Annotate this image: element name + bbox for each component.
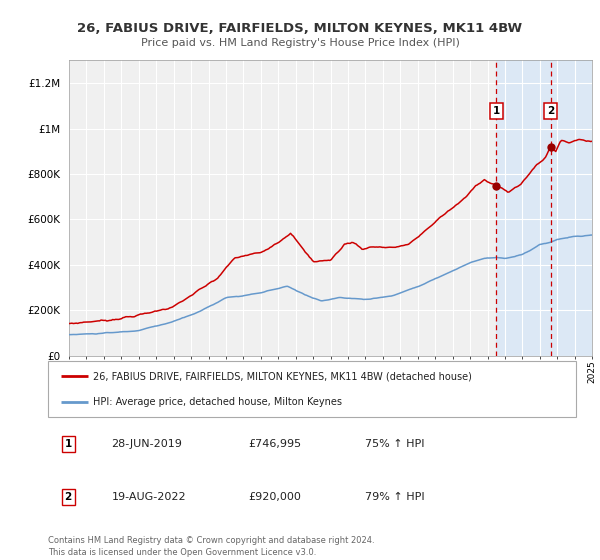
Text: £920,000: £920,000 <box>248 492 302 502</box>
Text: 28-JUN-2019: 28-JUN-2019 <box>112 438 182 449</box>
Text: 26, FABIUS DRIVE, FAIRFIELDS, MILTON KEYNES, MK11 4BW: 26, FABIUS DRIVE, FAIRFIELDS, MILTON KEY… <box>77 22 523 35</box>
Text: 26, FABIUS DRIVE, FAIRFIELDS, MILTON KEYNES, MK11 4BW (detached house): 26, FABIUS DRIVE, FAIRFIELDS, MILTON KEY… <box>93 371 472 381</box>
Text: 2: 2 <box>547 106 554 116</box>
Bar <box>496 60 600 356</box>
Text: Contains HM Land Registry data © Crown copyright and database right 2024.
This d: Contains HM Land Registry data © Crown c… <box>48 536 374 557</box>
Text: 1: 1 <box>493 106 500 116</box>
Text: 79% ↑ HPI: 79% ↑ HPI <box>365 492 424 502</box>
Text: 2: 2 <box>64 492 71 502</box>
Text: £746,995: £746,995 <box>248 438 302 449</box>
Text: 75% ↑ HPI: 75% ↑ HPI <box>365 438 424 449</box>
Text: 1: 1 <box>64 438 71 449</box>
Text: 19-AUG-2022: 19-AUG-2022 <box>112 492 186 502</box>
Text: Price paid vs. HM Land Registry's House Price Index (HPI): Price paid vs. HM Land Registry's House … <box>140 38 460 48</box>
Text: HPI: Average price, detached house, Milton Keynes: HPI: Average price, detached house, Milt… <box>93 397 342 407</box>
